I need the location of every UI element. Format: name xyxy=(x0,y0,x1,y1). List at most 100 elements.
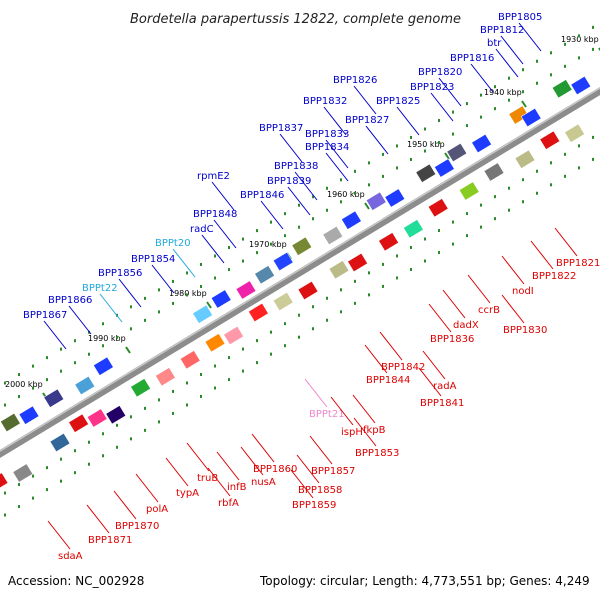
guide-dot xyxy=(32,386,34,390)
guide-dot xyxy=(256,251,258,255)
gene-label-leader xyxy=(135,473,159,503)
gene-label-leader xyxy=(353,85,377,115)
guide-dot xyxy=(550,183,552,187)
guide-dot xyxy=(452,132,454,136)
guide-dot xyxy=(200,284,202,288)
guide-dot xyxy=(4,403,6,407)
guide-dot xyxy=(508,76,510,80)
guide-dot xyxy=(298,335,300,339)
gene-label-leader xyxy=(186,442,210,472)
gene-feature-block xyxy=(551,79,573,99)
guide-dot xyxy=(200,394,202,398)
gene-label: truB xyxy=(197,473,218,484)
guide-dot xyxy=(592,135,594,139)
gene-label-leader xyxy=(396,106,420,136)
guide-dot xyxy=(522,90,524,94)
gene-label-leader xyxy=(500,35,524,65)
gene-label-leader xyxy=(216,451,240,481)
guide-dot xyxy=(18,373,20,377)
guide-dot xyxy=(592,25,594,29)
gene-feature-block xyxy=(204,333,226,353)
gene-label: BPP1823 xyxy=(410,82,454,93)
gene-label-leader xyxy=(428,303,452,333)
gene-label: BPP1856 xyxy=(98,268,142,279)
guide-dot xyxy=(508,208,510,212)
guide-dot xyxy=(396,166,398,170)
kbp-tick-mark xyxy=(206,301,212,309)
gene-feature-block xyxy=(0,412,21,433)
guide-dot xyxy=(298,313,300,317)
gene-label-leader xyxy=(43,320,67,350)
guide-dot xyxy=(186,381,188,385)
gene-label-leader xyxy=(86,504,110,534)
guide-dot xyxy=(130,415,132,419)
gene-feature-block xyxy=(434,158,455,178)
guide-dot xyxy=(284,344,286,348)
guide-dot xyxy=(284,322,286,326)
guide-dot xyxy=(60,457,62,461)
guide-dot xyxy=(452,242,454,246)
gene-label-leader xyxy=(325,152,349,182)
guide-dot xyxy=(438,141,440,145)
guide-dot xyxy=(494,217,496,221)
guide-dot xyxy=(32,364,34,368)
gene-feature-block xyxy=(179,350,201,370)
gene-label: BPP1839 xyxy=(267,176,311,187)
guide-dot xyxy=(354,191,356,195)
guide-dot xyxy=(340,178,342,182)
gene-feature-block xyxy=(365,191,387,211)
guide-dot xyxy=(242,347,244,351)
guide-dot xyxy=(340,310,342,314)
gene-label-leader xyxy=(304,378,328,408)
guide-dot xyxy=(270,330,272,334)
gene-feature-block xyxy=(415,163,437,183)
gene-label-leader xyxy=(151,264,175,294)
guide-dot xyxy=(130,305,132,309)
guide-dot xyxy=(130,327,132,331)
guide-dot xyxy=(158,420,160,424)
guide-dot xyxy=(298,225,300,229)
guide-dot xyxy=(74,361,76,365)
gene-label: BPP1820 xyxy=(418,67,462,78)
gene-label: BPP1837 xyxy=(259,123,303,134)
guide-dot xyxy=(312,327,314,331)
gene-label-leader xyxy=(353,417,377,447)
guide-dot xyxy=(228,356,230,360)
guide-dot xyxy=(46,466,48,470)
gene-feature-block xyxy=(483,162,505,182)
gene-feature-block xyxy=(471,133,492,154)
guide-dot xyxy=(46,356,48,360)
gene-label-leader xyxy=(323,106,347,136)
guide-dot xyxy=(508,186,510,190)
gene-feature-block xyxy=(291,236,313,256)
guide-dot xyxy=(466,124,468,128)
guide-dot xyxy=(578,166,580,170)
guide-dot xyxy=(564,64,566,68)
kbp-tick-mark xyxy=(364,202,370,210)
gene-label: ispH xyxy=(341,427,363,438)
guide-dot xyxy=(214,364,216,368)
gene-label-leader xyxy=(352,394,376,424)
guide-dot xyxy=(242,237,244,241)
guide-dot xyxy=(396,254,398,258)
guide-dot xyxy=(480,115,482,119)
guide-dot xyxy=(270,220,272,224)
guide-dot xyxy=(200,372,202,376)
gene-label: BPPt22 xyxy=(82,283,118,294)
gene-feature-block xyxy=(74,375,96,396)
guide-dot xyxy=(18,505,20,509)
gene-label-leader xyxy=(501,294,525,324)
guide-dot xyxy=(550,51,552,55)
gene-label-leader xyxy=(438,77,462,107)
guide-dot xyxy=(256,229,258,233)
gene-feature-block xyxy=(43,388,65,408)
gene-label: sdaA xyxy=(58,551,83,562)
guide-dot xyxy=(60,479,62,483)
gene-label-leader xyxy=(470,63,494,93)
gene-label-leader xyxy=(47,520,71,550)
guide-dot xyxy=(116,445,118,449)
guide-dot xyxy=(368,183,370,187)
gene-feature-block xyxy=(403,219,424,239)
guide-dot xyxy=(368,161,370,165)
gene-label: BPP1825 xyxy=(376,96,420,107)
